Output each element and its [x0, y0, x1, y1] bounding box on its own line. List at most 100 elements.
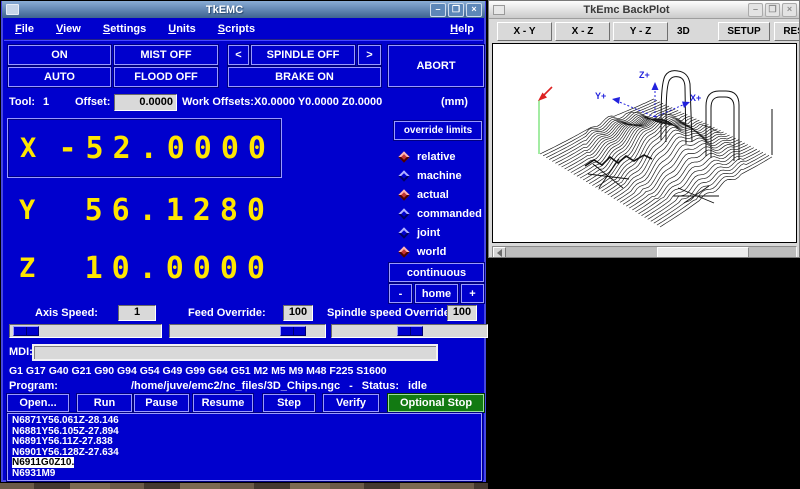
feed-override-entry[interactable]: 100: [283, 305, 313, 321]
radio-label: joint: [417, 227, 441, 239]
slider-handle[interactable]: [12, 326, 39, 336]
menu-help[interactable]: Help: [450, 23, 474, 35]
backplot-toolbar: X - Y X - Z Y - Z 3D SETUP RESET: [489, 19, 799, 42]
axis-display-z[interactable]: Z 10.0000: [7, 239, 280, 297]
z-axis-label: Z+: [639, 70, 650, 80]
desktop-strip: [0, 483, 488, 489]
abort-button[interactable]: ABORT: [388, 45, 484, 87]
brake-button[interactable]: BRAKE ON: [228, 67, 381, 87]
reset-button[interactable]: RESET: [774, 22, 799, 41]
jog-minus-button[interactable]: -: [389, 284, 412, 303]
tool-value: 1: [43, 96, 50, 108]
tool-position-arrow: [538, 86, 553, 101]
verify-button[interactable]: Verify: [323, 394, 379, 412]
mode-auto-button[interactable]: AUTO: [8, 67, 111, 87]
view-xz-button[interactable]: X - Z: [555, 22, 610, 41]
spindle-decrease-button[interactable]: <: [228, 45, 249, 65]
axis-display-x[interactable]: X -52.0000: [7, 118, 282, 178]
radio-diamond-icon: [398, 189, 410, 201]
slider-handle[interactable]: [396, 326, 423, 336]
axis-display-y[interactable]: Y 56.1280: [7, 181, 280, 239]
status-value: idle: [408, 380, 427, 392]
mist-button[interactable]: MIST OFF: [114, 45, 218, 65]
view-xy-button[interactable]: X - Y: [497, 22, 552, 41]
active-g-codes: G1 G17 G40 G21 G90 G94 G54 G49 G99 G64 G…: [9, 365, 387, 377]
code-line: N6881Y56.105Z-27.894: [12, 425, 119, 437]
backplot-wireframe: Z+ Y+ X+: [538, 70, 773, 228]
pause-button[interactable]: Pause: [134, 394, 189, 412]
units-label: (mm): [441, 96, 468, 108]
jog-continuous-button[interactable]: continuous: [389, 263, 484, 282]
radio-actual[interactable]: actual: [398, 188, 449, 202]
slider-handle[interactable]: [279, 326, 306, 336]
radio-machine[interactable]: machine: [398, 169, 462, 183]
offset-entry[interactable]: 0.0000: [114, 94, 177, 111]
backplot-canvas[interactable]: Z+ Y+ X+: [492, 43, 797, 243]
radio-relative[interactable]: relative: [398, 150, 456, 164]
radio-label: machine: [417, 170, 462, 182]
close-icon[interactable]: ×: [466, 2, 482, 17]
status-label: Status:: [361, 380, 400, 392]
program-text-area[interactable]: N6871Y56.061Z-28.146 N6881Y56.105Z-27.894…: [7, 413, 482, 481]
minimize-icon[interactable]: –: [748, 2, 763, 17]
scrollbar-thumb[interactable]: [657, 247, 749, 257]
program-separator: -: [349, 380, 353, 392]
window-menu-icon[interactable]: [6, 4, 19, 15]
window-menu-icon[interactable]: [493, 4, 505, 15]
machine-on-button[interactable]: ON: [8, 45, 111, 65]
step-button[interactable]: Step: [263, 394, 315, 412]
maximize-icon[interactable]: ❒: [448, 2, 464, 17]
menu-settings[interactable]: Settings: [102, 23, 147, 35]
code-line: N6891Y56.11Z-27.838: [12, 436, 113, 447]
radio-world[interactable]: world: [398, 245, 446, 259]
axis-speed-entry[interactable]: 1: [118, 305, 156, 321]
feed-override-slider[interactable]: [169, 324, 326, 338]
scroll-left-icon[interactable]: [493, 247, 506, 257]
menu-file[interactable]: File: [15, 23, 34, 35]
titlebar[interactable]: TkEMC – ❒ ×: [2, 1, 485, 18]
mdi-input[interactable]: [32, 344, 438, 361]
radio-diamond-icon: [398, 208, 410, 220]
spindle-override-entry[interactable]: 100: [447, 305, 477, 321]
backplot-titlebar[interactable]: TkEmc BackPlot – ❒ ×: [489, 1, 799, 19]
setup-button[interactable]: SETUP: [718, 22, 770, 41]
resume-button[interactable]: Resume: [193, 394, 253, 412]
flood-button[interactable]: FLOOD OFF: [114, 67, 218, 87]
radio-joint[interactable]: joint: [398, 226, 441, 240]
program-label: Program:: [9, 380, 58, 392]
view-3d-label[interactable]: 3D: [677, 26, 690, 37]
horizontal-scrollbar[interactable]: [492, 246, 797, 257]
spindle-override-slider[interactable]: [331, 324, 488, 338]
backplot-window: TkEmc BackPlot – ❒ × X - Y X - Z Y - Z 3…: [488, 0, 800, 258]
radio-diamond-icon: [398, 227, 410, 239]
y-axis-label: Y+: [595, 91, 606, 101]
spindle-override-label: Spindle speed Override:: [327, 307, 454, 319]
view-yz-button[interactable]: Y - Z: [613, 22, 668, 41]
radio-label: relative: [417, 151, 456, 163]
run-button[interactable]: Run: [77, 394, 132, 412]
minimize-icon[interactable]: –: [430, 2, 446, 17]
axis-value-z: 10.0000: [84, 250, 274, 286]
maximize-icon[interactable]: ❒: [765, 2, 780, 17]
optional-stop-button[interactable]: Optional Stop: [388, 394, 484, 412]
jog-plus-button[interactable]: +: [461, 284, 484, 303]
feed-override-label: Feed Override:: [188, 307, 266, 319]
tkemc-window: TkEMC – ❒ × File View Settings Units Scr…: [0, 0, 488, 483]
close-icon[interactable]: ×: [782, 2, 797, 17]
open-button[interactable]: Open...: [7, 394, 69, 412]
menu-scripts[interactable]: Scripts: [217, 23, 256, 35]
menu-view[interactable]: View: [55, 23, 81, 35]
home-button[interactable]: home: [415, 284, 458, 303]
radio-diamond-icon: [398, 246, 410, 258]
radio-commanded[interactable]: commanded: [398, 207, 482, 221]
axis-letter-y: Y: [19, 194, 36, 226]
menu-units[interactable]: Units: [168, 23, 196, 35]
override-limits-button[interactable]: override limits: [394, 121, 482, 140]
spindle-button[interactable]: SPINDLE OFF: [251, 45, 355, 65]
axis-speed-slider[interactable]: [9, 324, 162, 338]
work-offsets-value: X0.0000 Y0.0000 Z0.0000: [254, 96, 383, 108]
offset-label: Offset:: [75, 96, 111, 108]
radio-diamond-icon: [398, 151, 410, 163]
axis-value-x: -52.0000: [58, 130, 275, 166]
spindle-increase-button[interactable]: >: [358, 45, 381, 65]
